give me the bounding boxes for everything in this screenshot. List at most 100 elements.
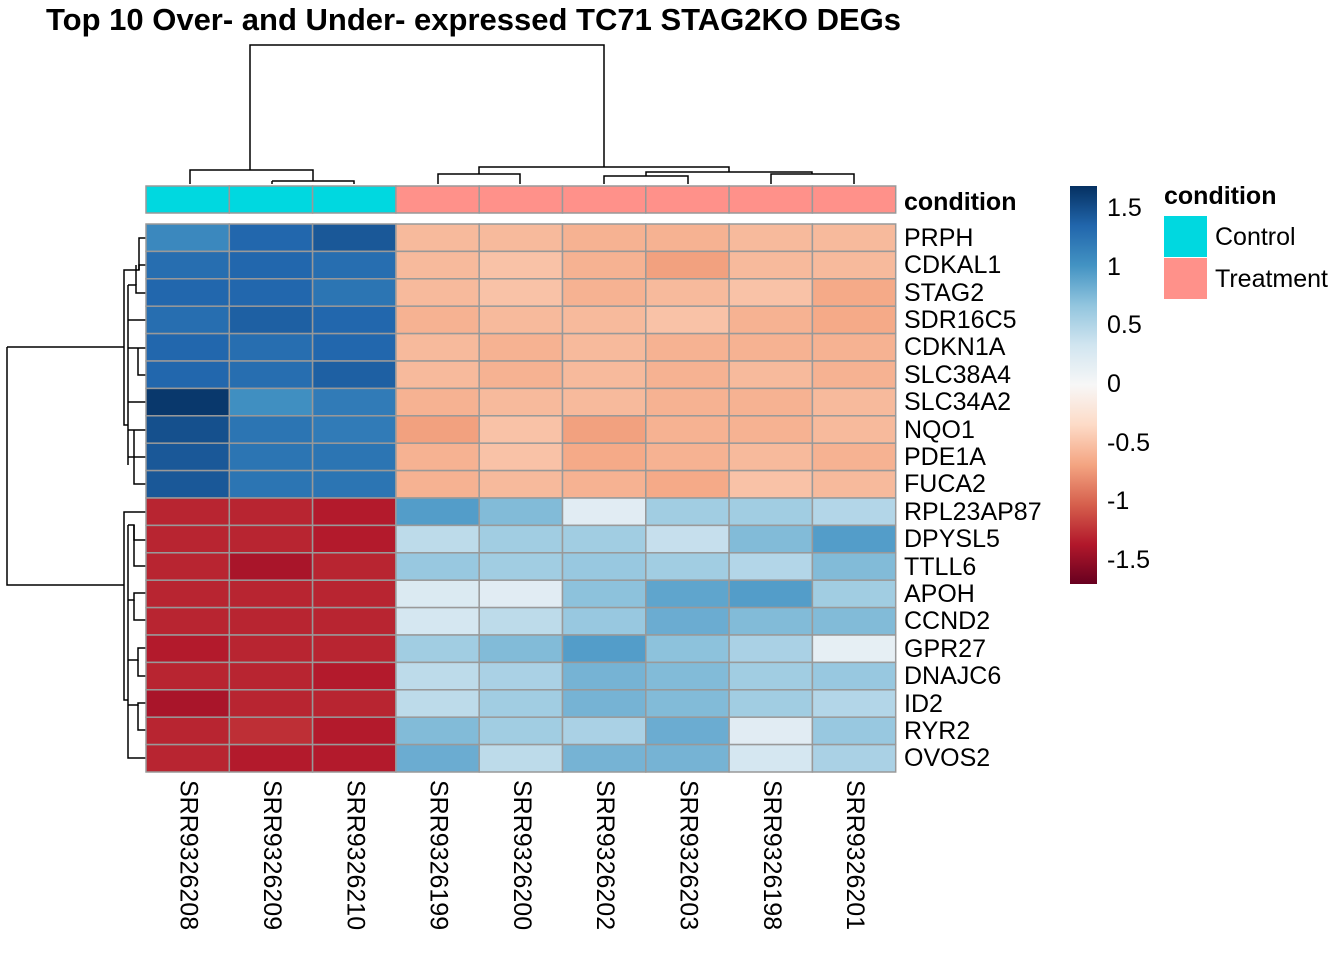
heatmap-cell xyxy=(645,305,730,335)
column-dendrogram xyxy=(189,44,855,184)
heatmap-cell xyxy=(561,360,647,390)
column-label: SRR9326198 xyxy=(757,780,786,931)
heatmap-cell xyxy=(811,689,897,718)
annotation-cell xyxy=(395,185,480,214)
dendrogram-branch xyxy=(123,511,146,585)
row-label: ID2 xyxy=(904,689,943,718)
row-label: PDE1A xyxy=(904,442,986,471)
heatmap-cell xyxy=(395,442,480,472)
row-label: RYR2 xyxy=(904,716,971,745)
heatmap-cell xyxy=(478,305,564,335)
dendrogram-branch xyxy=(138,264,146,270)
heatmap-cell xyxy=(561,415,647,444)
row-label: SLC38A4 xyxy=(904,360,1012,389)
heatmap-cell xyxy=(478,606,564,636)
heatmap-cell xyxy=(561,661,647,691)
heatmap-cell xyxy=(728,634,814,664)
heatmap-cell xyxy=(311,716,397,746)
heatmap-cell xyxy=(228,743,314,773)
heatmap-cell xyxy=(728,524,814,554)
row-label: CDKN1A xyxy=(904,333,1006,362)
heatmap-cell xyxy=(645,415,730,444)
heatmap-cell xyxy=(145,689,231,718)
heatmap-cell xyxy=(311,469,397,499)
heatmap-cell xyxy=(228,332,314,362)
heatmap-cell xyxy=(145,442,231,472)
heatmap-cell xyxy=(811,305,897,335)
heatmap-cell xyxy=(811,497,897,527)
dendrogram-branch xyxy=(128,284,146,294)
heatmap-cell xyxy=(645,223,730,253)
dendrogram-branch xyxy=(128,524,146,541)
heatmap-cell xyxy=(728,606,814,636)
heatmap-cell xyxy=(395,278,480,307)
row-label: TTLL6 xyxy=(904,552,977,581)
dendrogram-branch xyxy=(249,44,605,170)
heatmap-cell xyxy=(561,442,647,472)
heatmap-cell xyxy=(395,743,480,773)
dendrogram-branch xyxy=(478,166,730,174)
column-label: SRR9326201 xyxy=(841,780,870,931)
colorbar-tick-label: 0.5 xyxy=(1107,311,1142,340)
row-label: CCND2 xyxy=(904,607,991,636)
heatmap-cell xyxy=(145,387,231,417)
column-label: SRR9326210 xyxy=(341,780,370,931)
legend-swatch xyxy=(1164,258,1207,299)
column-label: SRR9326209 xyxy=(257,780,286,931)
heatmap-cell xyxy=(228,689,314,718)
heatmap-cell xyxy=(478,579,564,609)
heatmap-cell xyxy=(311,661,397,691)
heatmap-cell xyxy=(228,552,314,581)
heatmap-cell xyxy=(728,332,814,362)
annotation-cell xyxy=(145,185,231,214)
annotation-cell xyxy=(228,185,314,214)
heatmap-cell xyxy=(228,223,314,253)
heatmap-cell xyxy=(311,524,397,554)
heatmap-cell xyxy=(645,360,730,390)
heatmap-cell xyxy=(311,332,397,362)
colorbar-tick-label: -0.5 xyxy=(1107,428,1151,457)
column-label: SRR9326202 xyxy=(591,780,620,931)
heatmap-cell xyxy=(311,223,397,253)
heatmap-cell xyxy=(811,469,897,499)
heatmap-cell xyxy=(645,442,730,472)
heatmap-cell xyxy=(311,360,397,390)
heatmap-cell xyxy=(561,278,647,307)
colorbar xyxy=(1070,186,1097,584)
heatmap-cell xyxy=(311,606,397,636)
heatmap-cell xyxy=(561,387,647,417)
heatmap-cell xyxy=(645,716,730,746)
dendrogram-branch xyxy=(128,592,146,601)
heatmap-cell xyxy=(228,634,314,664)
annotation-cell xyxy=(311,185,397,214)
row-label: PRPH xyxy=(904,223,974,252)
heatmap-cell xyxy=(478,223,564,253)
heatmap-cell xyxy=(228,278,314,307)
dendrogram-branch xyxy=(770,173,855,184)
colorbar-tick-label: -1 xyxy=(1107,487,1130,516)
heatmap-cell xyxy=(145,552,231,581)
heatmap-cell xyxy=(145,716,231,746)
dendrogram-branch xyxy=(127,745,146,759)
heatmap-cell xyxy=(478,250,564,280)
heatmap-cell xyxy=(145,497,231,527)
dendrogram-branch xyxy=(137,705,146,731)
row-label: DPYSL5 xyxy=(904,525,1000,554)
heatmap-cell xyxy=(478,524,564,554)
heatmap-cell xyxy=(811,552,897,581)
heatmap-cell xyxy=(478,278,564,307)
colorbar-tick-label: 1 xyxy=(1107,252,1121,281)
heatmap-cell xyxy=(478,387,564,417)
heatmap-cell xyxy=(561,223,647,253)
heatmap-cell xyxy=(478,415,564,444)
heatmap-cell xyxy=(561,606,647,636)
heatmap-cell xyxy=(811,387,897,417)
heatmap-cell xyxy=(145,606,231,636)
heatmap-cell xyxy=(561,250,647,280)
heatmap-cell xyxy=(811,223,897,253)
heatmap-cell xyxy=(561,497,647,527)
heatmap-cell xyxy=(561,716,647,746)
heatmap-cell xyxy=(395,689,480,718)
heatmap-cell xyxy=(478,661,564,691)
heatmap-cell xyxy=(728,552,814,581)
